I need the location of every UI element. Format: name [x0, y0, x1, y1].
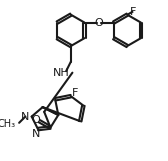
- Text: NH: NH: [53, 68, 70, 78]
- Text: F: F: [130, 7, 137, 17]
- Text: N: N: [32, 129, 40, 139]
- Text: F: F: [72, 88, 79, 98]
- Text: N: N: [21, 112, 30, 122]
- Text: CH₃: CH₃: [0, 119, 16, 129]
- Text: O: O: [31, 115, 40, 125]
- Text: O: O: [95, 18, 103, 28]
